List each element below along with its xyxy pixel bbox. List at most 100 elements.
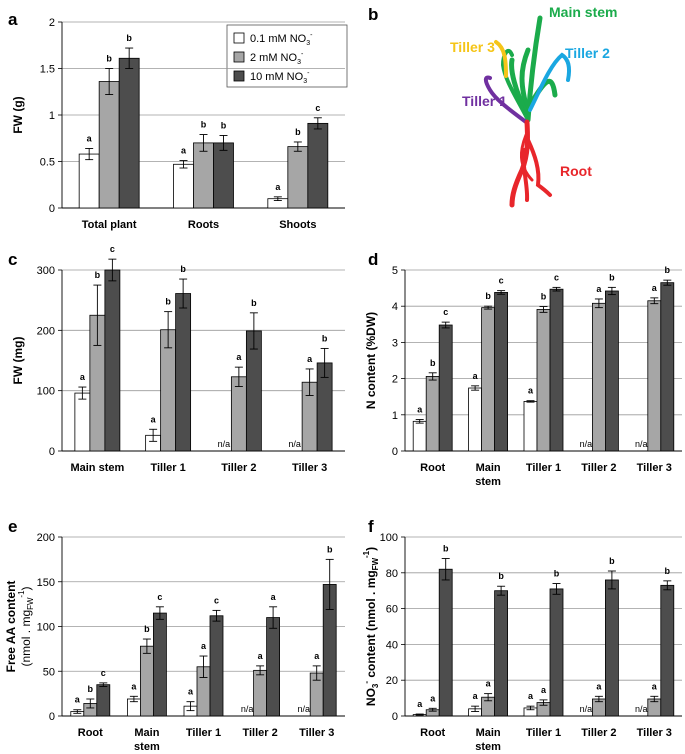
x-tick-label: Roots — [188, 219, 219, 231]
y-axis-label-units: (nmol . mgFW-1) — [17, 586, 35, 666]
x-tick-line: Main — [476, 462, 501, 474]
y-tick-label: 0 — [49, 711, 55, 723]
bar — [74, 392, 91, 452]
y-tick-label: 200 — [37, 325, 55, 337]
na-label: n/a — [288, 439, 301, 449]
bar — [173, 163, 194, 209]
significance-letter: a — [131, 681, 137, 691]
x-tick-label: Main stem — [475, 727, 501, 753]
chart-a: a 0 0.5 1 1.5 2 FW (g) Total plant a b b Roots a b b Sh… — [8, 10, 345, 231]
label-sup: - — [362, 681, 371, 684]
significance-letter: b — [609, 272, 615, 282]
significance-letter: a — [87, 133, 93, 143]
significance-letter: b — [665, 566, 671, 576]
significance-letter: b — [88, 684, 94, 694]
x-tick-line: stem — [475, 741, 501, 753]
bar — [494, 590, 509, 717]
significance-letter: a — [201, 641, 207, 651]
y-tick-label: 1.5 — [40, 64, 55, 76]
significance-letter: a — [307, 354, 313, 364]
y-tick-label: 5 — [392, 265, 398, 277]
na-label: n/a — [241, 704, 254, 714]
y-tick-label: 100 — [37, 622, 55, 634]
y-tick-label: 0 — [49, 203, 55, 215]
significance-letter: b — [554, 569, 560, 579]
significance-letter: b — [126, 33, 132, 43]
bar — [605, 290, 619, 452]
na-label: n/a — [635, 439, 648, 449]
bar — [213, 142, 234, 209]
significance-letter: a — [430, 693, 436, 703]
significance-letter: b — [541, 292, 547, 302]
na-label: n/a — [580, 439, 593, 449]
significance-letter: b — [443, 543, 449, 553]
significance-letter: b — [180, 264, 186, 274]
units-part: (nmol . mg — [19, 610, 33, 667]
legend-swatch-high — [233, 70, 245, 82]
bar — [139, 645, 154, 717]
significance-letter: a — [75, 695, 81, 705]
root-shape-4 — [520, 133, 534, 182]
significance-letter: b — [327, 544, 333, 554]
label-end: ) — [364, 547, 378, 551]
bar — [438, 324, 453, 452]
root-shape-3 — [521, 148, 530, 202]
legend: 0.1 mM NO3- 2 mM NO3- 10 mM NO3- — [226, 24, 348, 88]
root-shape-1 — [509, 119, 530, 208]
y-tick-label: 0 — [49, 446, 55, 458]
panel-letter-f: f — [368, 517, 374, 536]
bar — [152, 612, 167, 717]
main-leaf-4 — [500, 48, 529, 120]
na-label: n/a — [218, 439, 231, 449]
significance-letter: a — [314, 651, 320, 661]
significance-letter: c — [443, 307, 448, 317]
y-tick-label: 60 — [386, 604, 398, 616]
y-tick-label: 2 — [49, 17, 55, 29]
units-end: ) — [19, 586, 33, 590]
significance-letter: a — [271, 592, 277, 602]
label-root: Root — [560, 163, 592, 179]
x-tick-label: Root — [420, 462, 445, 474]
na-label: n/a — [580, 704, 593, 714]
bar — [230, 376, 247, 452]
main-leaf-1 — [519, 47, 531, 115]
significance-letter: b — [609, 556, 615, 566]
significance-letter: a — [181, 146, 187, 156]
x-tick-label: Tiller 2 — [581, 462, 616, 474]
y-tick-label: 20 — [386, 675, 398, 687]
bar — [592, 302, 606, 452]
label-part: NO — [364, 688, 378, 706]
x-tick-label: Tiller 3 — [292, 462, 327, 474]
significance-letter: b — [485, 291, 491, 301]
significance-letter: c — [101, 668, 106, 678]
y-tick-label: 4 — [392, 301, 398, 313]
plant-diagram: b Main stem Tiller 3 Tiller 2 Tiller 1 R… — [368, 4, 617, 208]
x-tick-label: Main stem — [475, 462, 501, 488]
tiller2-shape — [528, 52, 572, 112]
bar — [605, 579, 619, 717]
x-tick-line: Main — [134, 727, 159, 739]
label-sub: 3 — [371, 683, 380, 688]
significance-letter: a — [236, 352, 242, 362]
y-tick-label: 80 — [386, 568, 398, 580]
significance-letter: b — [144, 624, 150, 634]
significance-letter: b — [201, 120, 207, 130]
bar — [425, 376, 440, 452]
bar — [193, 142, 214, 209]
legend-label-mid: 2 mM NO3- — [250, 51, 304, 66]
significance-letter: b — [295, 127, 301, 137]
na-label: n/a — [297, 704, 310, 714]
significance-letter: a — [541, 685, 547, 695]
y-tick-label: 1 — [49, 110, 55, 122]
y-tick-label: 50 — [43, 666, 55, 678]
x-tick-label: Tiller 1 — [526, 727, 561, 739]
label-tiller1: Tiller 1 — [462, 93, 507, 109]
legend-box — [226, 24, 348, 88]
bar — [104, 269, 121, 452]
significance-letter: c — [110, 244, 115, 254]
significance-letter: b — [106, 54, 112, 64]
x-tick-label: Tiller 2 — [242, 727, 277, 739]
x-tick-label: Tiller 2 — [221, 462, 256, 474]
